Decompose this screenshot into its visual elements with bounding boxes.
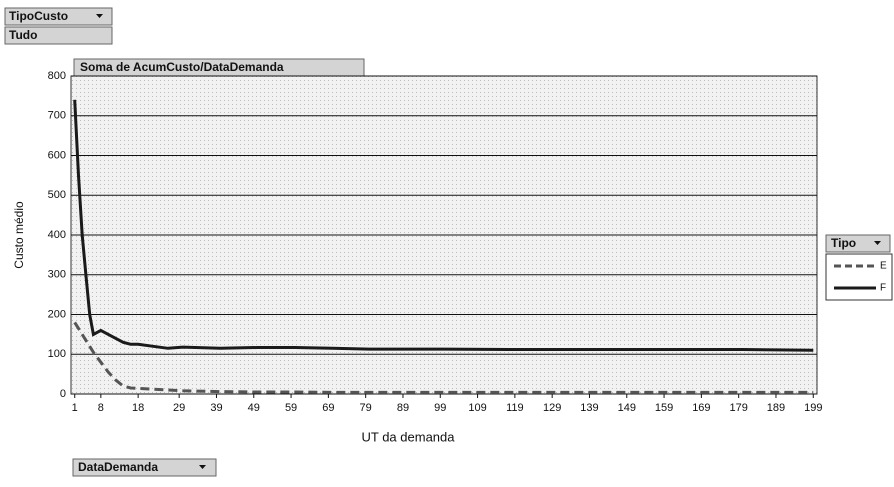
x-tick-label: 59 — [285, 402, 297, 414]
x-tick-label: 49 — [248, 402, 260, 414]
filter-value[interactable] — [4, 26, 113, 45]
dropdown-arrow — [199, 465, 206, 469]
x-tick-label: 69 — [322, 402, 334, 414]
x-tick-label: 199 — [804, 402, 822, 414]
x-tick-label: 1 — [72, 402, 78, 414]
x-tick-label: 129 — [543, 402, 561, 414]
x-tick-label: 189 — [767, 402, 785, 414]
x-tick-label: 119 — [506, 402, 524, 414]
legend-title: Tipo — [831, 236, 856, 250]
category-button[interactable] — [72, 458, 217, 477]
series-line — [73, 99, 814, 352]
x-axis-label: UT da demanda — [362, 429, 456, 444]
x-tick-label: 109 — [468, 402, 486, 414]
x-tick-label: 179 — [729, 402, 747, 414]
x-tick-label: 8 — [98, 402, 104, 414]
dropdown-arrow — [96, 14, 103, 18]
y-tick-label: 800 — [48, 70, 66, 82]
y-tick-label: 500 — [48, 189, 66, 201]
filter-value-label: Tudo — [9, 28, 37, 42]
x-tick-label: 39 — [210, 402, 222, 414]
y-tick-label: 400 — [48, 229, 66, 241]
filter-label: TipoCusto — [9, 9, 68, 23]
x-tick-label: 169 — [692, 402, 710, 414]
x-tick-label: 149 — [618, 402, 636, 414]
filter-button[interactable] — [4, 7, 113, 26]
chart-title: Soma de AcumCusto/DataDemanda — [80, 60, 284, 74]
series-line — [73, 321, 814, 394]
x-tick-label: 99 — [434, 402, 446, 414]
y-axis-label: Custo médio — [12, 201, 26, 269]
x-tick-label: 18 — [132, 402, 144, 414]
x-tick-label: 159 — [655, 402, 673, 414]
x-tick-label: 89 — [397, 402, 409, 414]
category-label: DataDemanda — [78, 460, 158, 474]
y-tick-label: 300 — [48, 269, 66, 281]
dropdown-arrow — [874, 241, 881, 245]
legend — [825, 253, 893, 301]
legend-label: E — [880, 261, 887, 272]
y-tick-label: 600 — [48, 149, 66, 161]
x-tick-label: 29 — [173, 402, 185, 414]
legend-button[interactable] — [825, 234, 891, 253]
x-tick-label: 139 — [580, 402, 598, 414]
y-tick-label: 200 — [48, 308, 66, 320]
y-tick-label: 700 — [48, 110, 66, 122]
y-tick-label: 100 — [48, 348, 66, 360]
legend-label: F — [880, 283, 886, 294]
y-tick-label: 0 — [60, 388, 66, 400]
x-tick-label: 79 — [360, 402, 372, 414]
